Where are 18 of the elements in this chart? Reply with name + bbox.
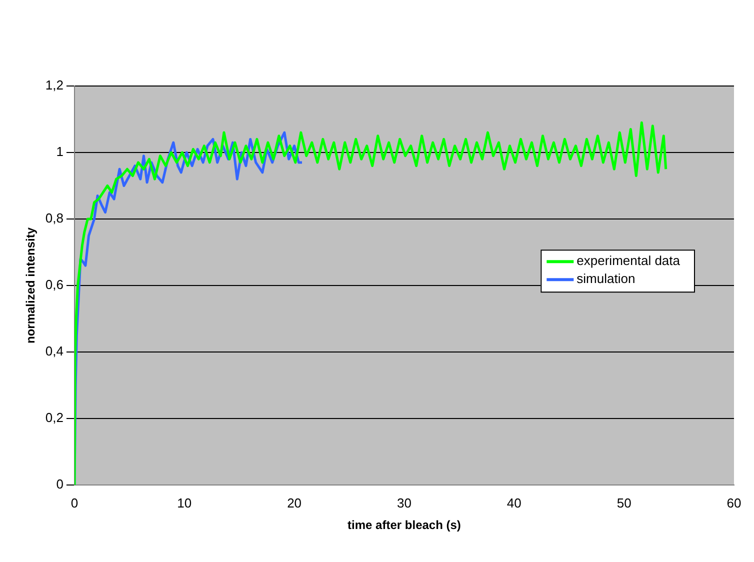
x-tick-label: 40 [506,495,522,510]
y-tick-label: 0,6 [45,277,64,292]
x-tick-label: 10 [177,495,192,510]
y-tick-label: 1 [56,144,64,160]
x-tick-label: 0 [70,495,78,510]
legend-label: simulation [576,271,636,286]
y-tick-label: 1,2 [45,78,64,93]
x-tick-label: 50 [616,495,632,510]
x-tick-label: 30 [397,495,412,510]
x-axis-title: time after bleach (s) [348,518,461,532]
y-tick-label: 0,2 [45,410,64,426]
y-axis-title: normalized intensity [24,227,38,344]
y-tick-label: 0,4 [45,344,64,359]
y-tick-label: 0,8 [45,210,64,226]
y-tick-label: 0 [56,476,64,492]
x-tick-label: 20 [287,495,302,510]
legend-label: experimental data [576,253,681,268]
x-tick-label: 60 [726,495,742,510]
